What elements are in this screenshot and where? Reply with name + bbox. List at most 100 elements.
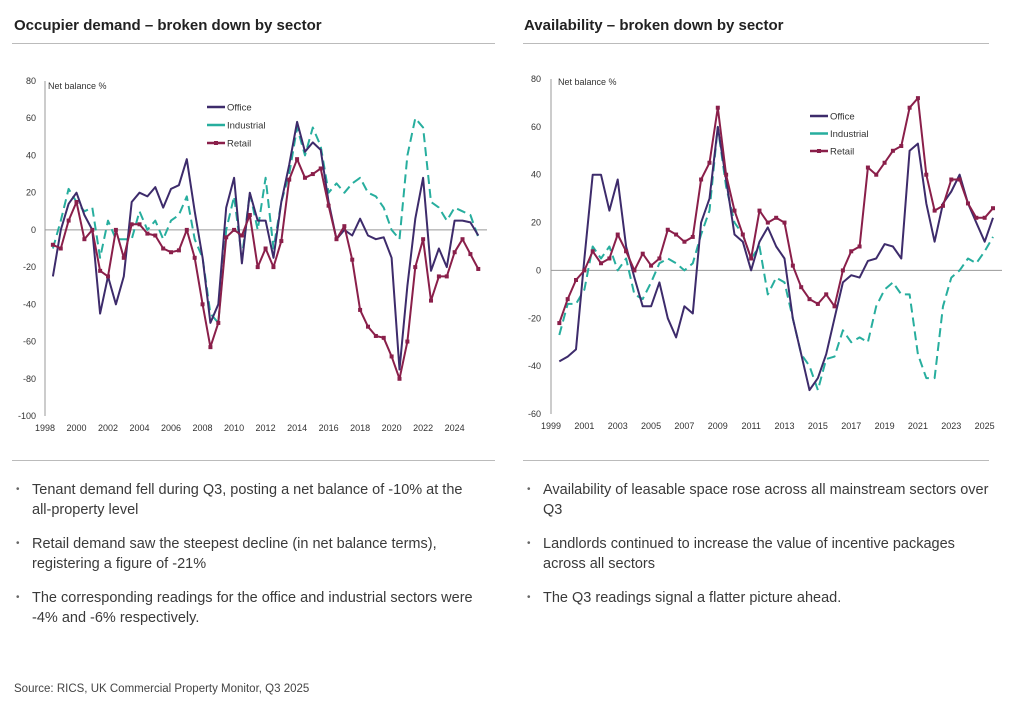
retail-data-point — [421, 237, 426, 242]
retail-data-point — [815, 301, 820, 306]
y-axis-label: Net balance % — [558, 77, 617, 87]
bullet-item: The Q3 readings signal a flatter picture… — [525, 588, 995, 608]
retail-data-point — [429, 298, 434, 303]
x-tick-label: 2012 — [256, 423, 276, 433]
x-tick-label: 1999 — [541, 421, 561, 431]
legend-marker-retail — [817, 149, 821, 153]
x-tick-label: 2017 — [841, 421, 861, 431]
y-axis-label: Net balance % — [48, 81, 107, 91]
retail-data-point — [624, 249, 629, 254]
source-note: Source: RICS, UK Commercial Property Mon… — [14, 683, 310, 695]
x-tick-label: 2006 — [161, 423, 181, 433]
retail-data-point — [365, 324, 370, 329]
retail-data-point — [389, 354, 394, 359]
bullet-item: Tenant demand fell during Q3, posting a … — [14, 480, 484, 520]
retail-data-point — [224, 235, 229, 240]
left-chart-title: Occupier demand – broken down by sector — [14, 17, 322, 34]
x-tick-label: 2003 — [608, 421, 628, 431]
left-title-divider — [12, 43, 495, 44]
retail-data-point — [865, 165, 870, 170]
retail-data-point — [907, 105, 912, 110]
retail-data-point — [615, 232, 620, 237]
x-tick-label: 2018 — [350, 423, 370, 433]
retail-data-point — [607, 256, 612, 261]
legend-label-office: Office — [830, 112, 855, 123]
retail-data-point — [405, 339, 410, 344]
retail-data-point — [326, 203, 331, 208]
retail-data-point — [599, 261, 604, 266]
retail-data-point — [765, 220, 770, 225]
retail-data-point — [271, 265, 276, 270]
retail-data-point — [574, 278, 579, 282]
occupier-demand-chart: 80 60 40 20 0 -20 -40 -60 -80 -100 1998 2000 2002 200… — [18, 76, 487, 433]
retail-data-point — [824, 292, 829, 297]
bullet-item: The corresponding readings for the offic… — [14, 588, 484, 628]
y-tick-label: -40 — [528, 361, 541, 371]
retail-data-point — [799, 285, 804, 290]
y-tick-label: -100 — [18, 411, 36, 421]
x-tick-label: 2001 — [574, 421, 594, 431]
retail-data-point — [58, 246, 63, 251]
retail-data-point — [640, 251, 645, 256]
retail-data-point — [287, 177, 292, 182]
x-tick-label: 2008 — [193, 423, 213, 433]
retail-data-point — [790, 263, 795, 268]
retail-data-point — [279, 239, 284, 244]
retail-data-point — [774, 215, 779, 220]
retail-data-point — [557, 321, 562, 326]
y-tick-label: 0 — [31, 225, 36, 235]
retail-data-point — [649, 263, 654, 268]
retail-data-point — [582, 268, 587, 273]
retail-data-point — [782, 220, 787, 225]
retail-data-point — [334, 237, 339, 242]
retail-data-point — [874, 172, 879, 177]
retail-data-point — [255, 265, 260, 270]
x-tick-label: 2015 — [808, 421, 828, 431]
retail-data-point — [740, 232, 745, 237]
bullet-item: Retail demand saw the steepest decline (… — [14, 534, 484, 574]
x-tick-label: 2007 — [674, 421, 694, 431]
retail-data-point — [924, 172, 929, 177]
retail-data-point — [707, 160, 712, 165]
retail-data-point — [974, 215, 979, 220]
retail-data-point — [90, 227, 95, 232]
legend-label-office: Office — [227, 103, 252, 114]
retail-data-point — [145, 231, 150, 236]
retail-data-point — [200, 302, 205, 307]
retail-data-point — [121, 255, 126, 260]
retail-data-point — [476, 266, 481, 271]
x-tick-label: 2023 — [941, 421, 961, 431]
industrial-series-line — [51, 117, 480, 324]
left-chart-bottom-divider — [12, 460, 495, 461]
y-tick-label: 20 — [531, 218, 541, 228]
x-tick-label: 2013 — [774, 421, 794, 431]
office-series-line — [51, 120, 480, 371]
retail-data-point — [957, 177, 962, 182]
retail-data-point — [98, 268, 103, 273]
retail-data-point — [50, 242, 55, 247]
retail-data-point — [690, 234, 695, 239]
retail-data-point — [965, 201, 970, 206]
retail-data-point — [342, 224, 347, 229]
bullet-item: Landlords continued to increase the valu… — [525, 534, 995, 574]
x-tick-label: 2019 — [875, 421, 895, 431]
y-tick-label: -20 — [528, 313, 541, 323]
retail-data-point — [632, 268, 637, 273]
retail-data-point — [169, 250, 174, 255]
retail-data-point — [413, 265, 418, 270]
left-bullet-list: Tenant demand fell during Q3, posting a … — [14, 480, 484, 642]
x-tick-label: 2020 — [382, 423, 402, 433]
retail-data-point — [263, 246, 268, 251]
retail-data-point — [350, 257, 355, 262]
retail-data-point — [932, 208, 937, 213]
retail-data-point — [565, 297, 570, 302]
retail-data-point — [129, 222, 134, 227]
retail-data-point — [397, 376, 402, 381]
retail-data-point — [216, 320, 221, 325]
retail-data-point — [247, 213, 252, 217]
legend-label-industrial: Industrial — [830, 129, 869, 140]
retail-data-point — [882, 160, 887, 165]
retail-data-point — [849, 249, 854, 254]
retail-data-point — [106, 274, 111, 279]
retail-data-point — [715, 105, 720, 110]
